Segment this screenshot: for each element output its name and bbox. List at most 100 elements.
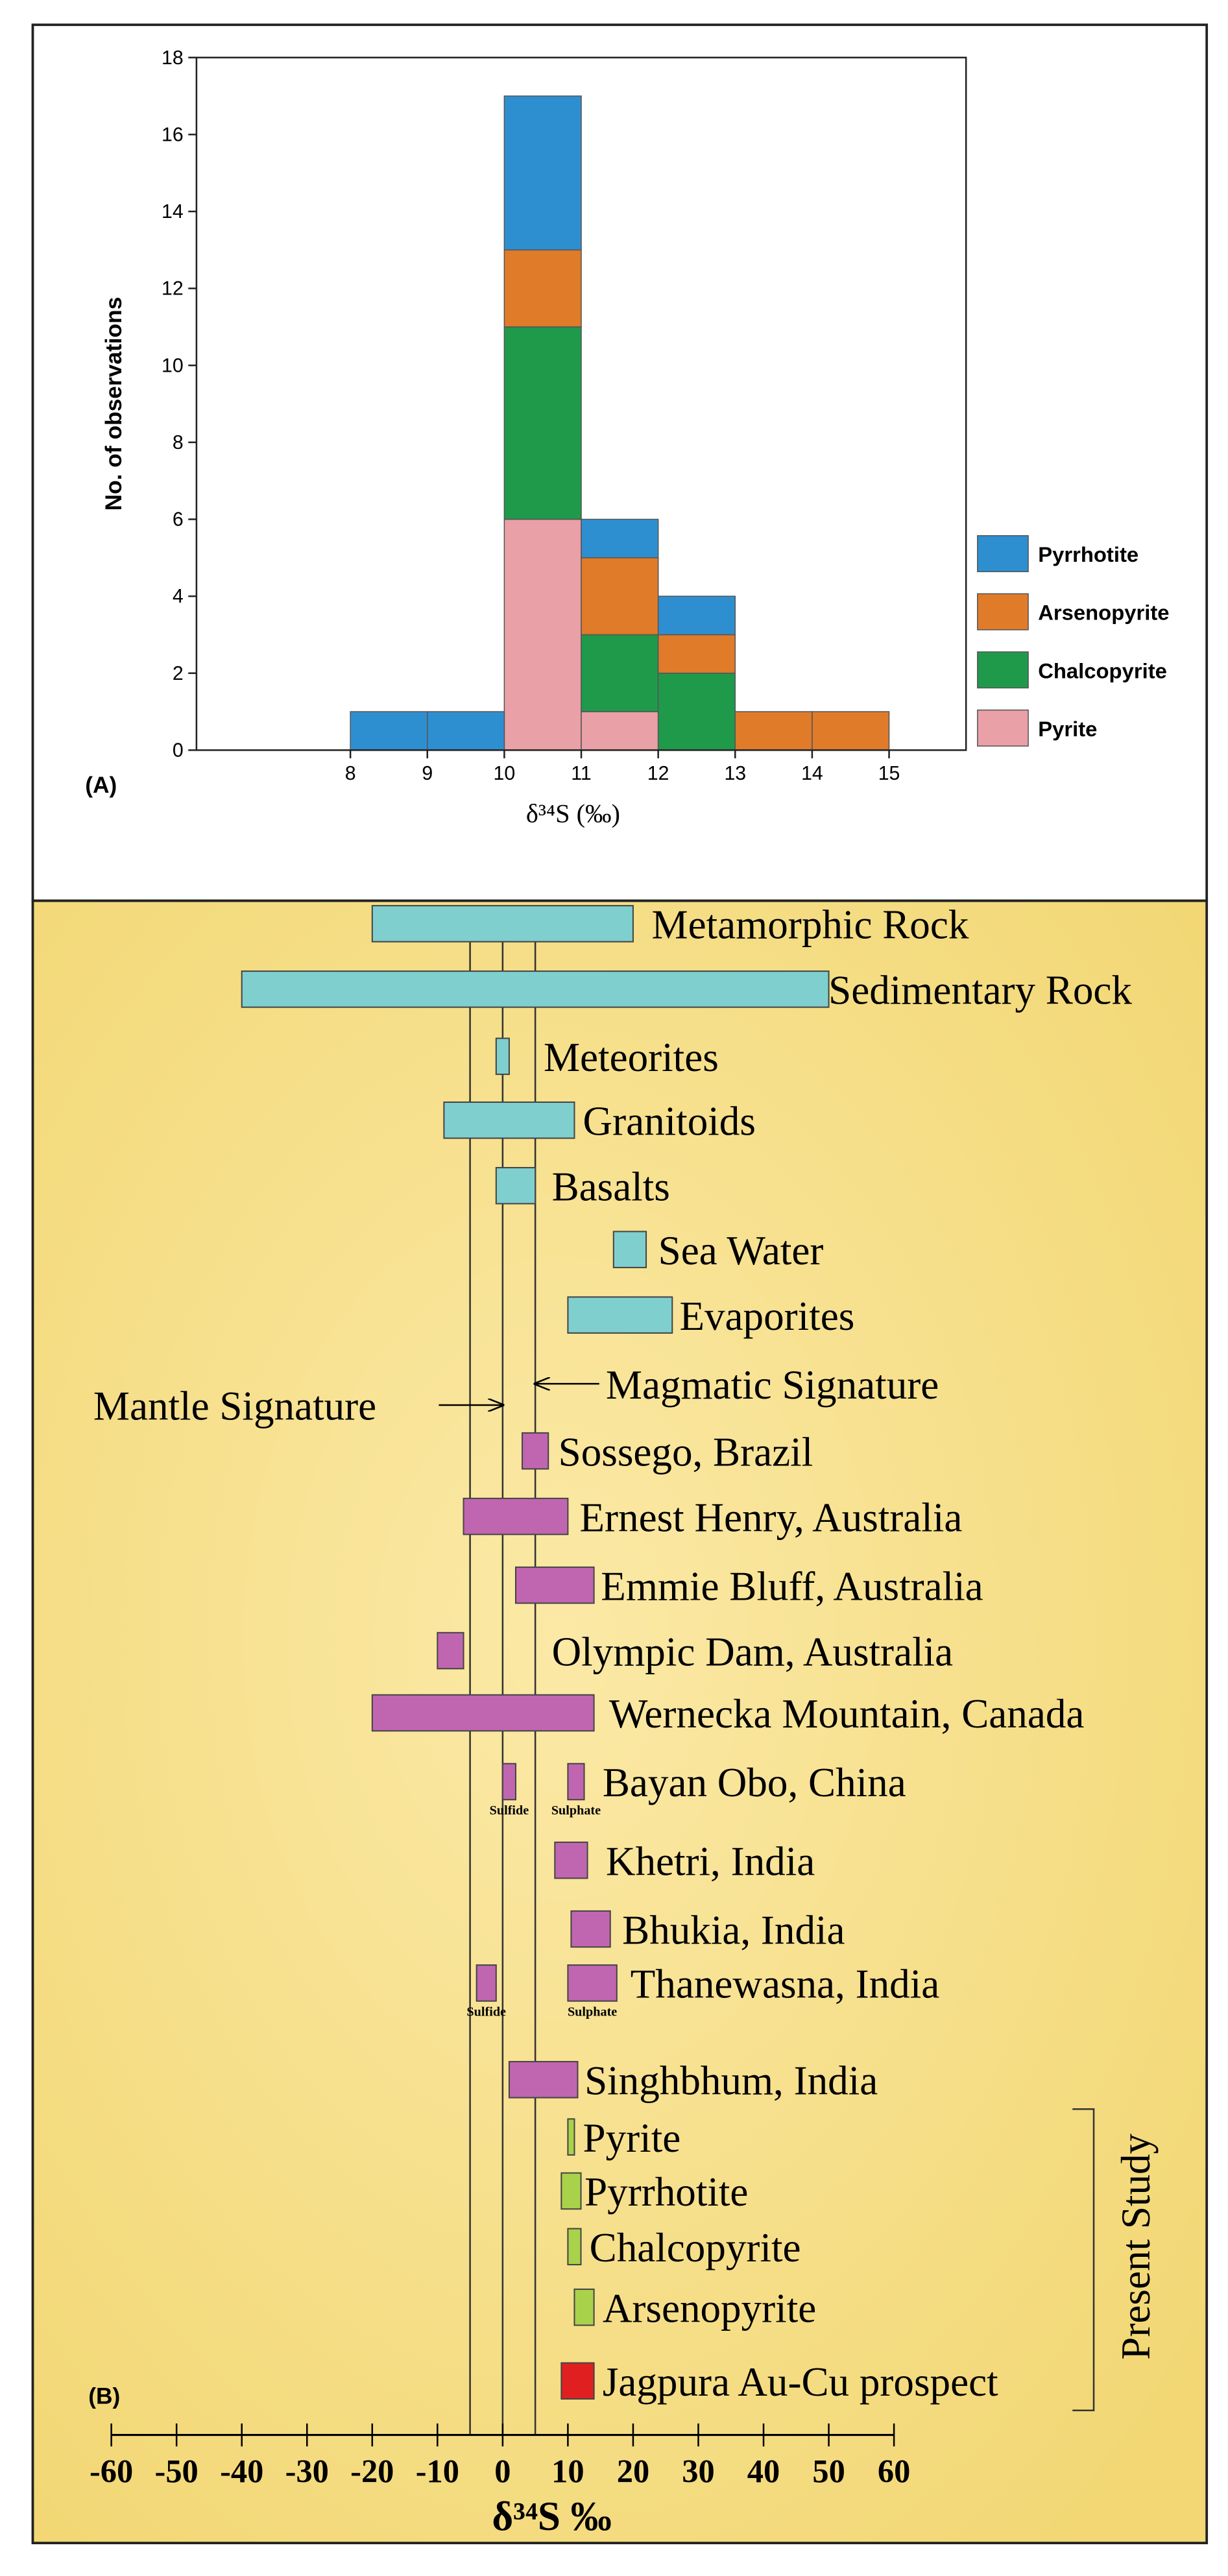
bar	[427, 711, 505, 751]
y-axis-label: No. of observations	[101, 297, 126, 511]
bar	[657, 634, 736, 674]
x-tick-label: 20	[617, 2453, 649, 2490]
x-tick-label: 50	[812, 2453, 845, 2490]
bar	[657, 672, 736, 751]
range-bar	[371, 905, 634, 943]
bar	[503, 518, 582, 751]
row-label: Bhukia, India	[622, 1907, 845, 1953]
bar	[503, 326, 582, 520]
bar	[503, 249, 582, 328]
row-label: Wernecka Mountain, Canada	[609, 1691, 1084, 1737]
y-tick-label: 18	[162, 47, 184, 69]
range-bar	[570, 1910, 611, 1948]
range-sublabel: Sulfide	[466, 2004, 506, 2019]
range-bar	[522, 1432, 549, 1470]
row-label: Evaporites	[679, 1294, 854, 1339]
x-tick-label: 13	[724, 763, 746, 784]
range-bar	[463, 1497, 569, 1535]
range-bar	[612, 1231, 647, 1268]
range-bar	[443, 1101, 575, 1139]
row-label: Granitoids	[583, 1099, 756, 1144]
y-tick-label: 2	[173, 663, 184, 684]
row-label: Chalcopyrite	[590, 2225, 801, 2270]
panel-a-frame	[31, 23, 1209, 902]
x-tick-label: 40	[747, 2453, 780, 2490]
legend-swatch	[977, 651, 1029, 689]
legend-label: Chalcopyrite	[1038, 658, 1167, 682]
range-bar	[554, 1841, 588, 1879]
legend-swatch	[977, 535, 1029, 573]
bar	[581, 518, 659, 559]
y-tick-label: 4	[173, 586, 184, 607]
x-tick-label: 60	[878, 2453, 910, 2490]
annotation: Mantle Signature	[93, 1384, 376, 1429]
row-label: Pyrite	[583, 2115, 681, 2161]
x-axis-label: δ³⁴S (‰)	[526, 799, 620, 828]
group-bracket	[1072, 2108, 1095, 2411]
range-sublabel: Sulfide	[490, 1803, 529, 1818]
panel-b-frame	[31, 899, 1209, 2545]
range-bar	[567, 1964, 618, 2002]
row-label: Sea Water	[658, 1228, 824, 1273]
row-label: Meteorites	[544, 1035, 719, 1080]
row-label: Sedimentary Rock	[828, 968, 1132, 1013]
x-tick-label: 15	[878, 763, 900, 784]
range-bar	[567, 2118, 575, 2156]
x-axis-label: δ³⁴S ‰	[492, 2494, 612, 2539]
x-tick-label: -10	[416, 2453, 459, 2490]
panel-label: (B)	[88, 2384, 120, 2409]
x-tick-label: 12	[647, 763, 669, 784]
x-tick-label: 0	[494, 2453, 511, 2490]
row-label: Bayan Obo, China	[603, 1760, 906, 1805]
range-bar	[567, 1763, 585, 1801]
x-tick-label: 14	[801, 763, 823, 784]
bar	[657, 596, 736, 636]
panel-b: Metamorphic Rock Sedimentary Rock Meteorit…	[88, 902, 1159, 2539]
x-tick-label: -30	[285, 2453, 329, 2490]
range-bar	[437, 1631, 464, 1670]
bar	[581, 634, 659, 712]
bar	[581, 557, 659, 636]
legend-label: Pyrrhotite	[1038, 542, 1138, 566]
range-bar	[508, 2061, 579, 2099]
row-label: Khetri, India	[606, 1838, 815, 1884]
range-bar	[495, 1166, 536, 1205]
row-label: Arsenopyrite	[603, 2285, 816, 2331]
bar	[503, 95, 582, 251]
x-tick-label: 30	[682, 2453, 714, 2490]
range-bar	[560, 2362, 595, 2400]
y-tick-label: 0	[173, 740, 184, 761]
legend-swatch	[977, 709, 1029, 747]
x-tick-label: -40	[220, 2453, 263, 2490]
row-label: Pyrrhotite	[584, 2169, 748, 2215]
row-label: Olympic Dam, Australia	[552, 1629, 954, 1674]
panel-a: 0 2 4 6 8 10 12 14 16 18 8 9 10 11 12 13 14 15 No. of obse…	[85, 47, 1169, 828]
legend-label: Arsenopyrite	[1038, 601, 1169, 625]
bar	[734, 711, 813, 751]
range-sublabel: Sulphate	[568, 2004, 617, 2019]
row-label: Emmie Bluff, Australia	[601, 1563, 983, 1609]
y-tick-label: 14	[162, 201, 184, 223]
legend-swatch	[977, 593, 1029, 631]
bar	[350, 711, 428, 751]
row-label: Basalts	[552, 1164, 670, 1209]
x-tick-label: 9	[422, 763, 433, 784]
x-tick-label: 11	[571, 763, 591, 784]
range-sublabel: Sulphate	[551, 1803, 601, 1818]
range-bar	[567, 2228, 582, 2266]
y-tick-label: 6	[173, 509, 184, 531]
range-bar	[371, 1694, 595, 1732]
row-label: Sossego, Brazil	[559, 1429, 813, 1475]
x-tick-label: 10	[551, 2453, 584, 2490]
x-tick-label: 10	[494, 763, 516, 784]
row-label: Jagpura Au-Cu prospect	[603, 2359, 998, 2405]
y-tick-label: 12	[162, 278, 184, 300]
range-bar	[501, 1763, 516, 1801]
range-bar	[495, 1037, 510, 1076]
x-tick-label: 8	[345, 763, 356, 784]
range-bar	[476, 1964, 497, 2002]
y-tick-label: 10	[162, 355, 184, 376]
x-tick-label: -60	[90, 2453, 133, 2490]
group-label: Present Study	[1113, 2133, 1159, 2359]
